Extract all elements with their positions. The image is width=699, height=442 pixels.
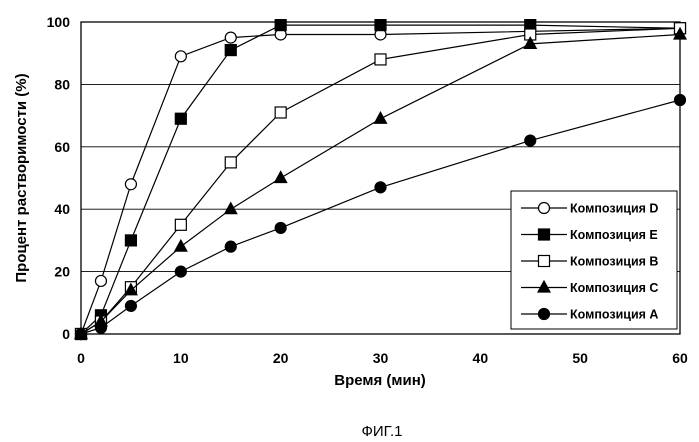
x-tick-label: 0 xyxy=(77,350,85,366)
series-d-point xyxy=(225,32,236,43)
x-tick-label: 10 xyxy=(173,350,189,366)
series-a-point xyxy=(375,182,386,193)
legend-marker xyxy=(539,309,550,320)
series-d-point xyxy=(175,51,186,62)
legend: Композиция D Композиция E Композиция B Комп… xyxy=(511,191,677,329)
y-tick-label: 0 xyxy=(62,326,70,342)
series-d-point xyxy=(95,275,106,286)
series-a-point xyxy=(525,135,536,146)
legend-marker xyxy=(539,229,550,240)
legend-item-d: Композиция D xyxy=(521,202,658,216)
series-e-point xyxy=(275,20,286,31)
x-tick-labels: 0 10 20 30 40 50 60 xyxy=(77,350,688,366)
series-b-point xyxy=(275,107,286,118)
x-tick-label: 50 xyxy=(572,350,588,366)
series-a-point xyxy=(95,322,106,333)
x-tick-label: 20 xyxy=(273,350,289,366)
legend-label: Композиция E xyxy=(570,228,658,242)
y-tick-labels: 0 20 40 60 80 100 xyxy=(47,14,71,342)
y-tick-label: 20 xyxy=(54,264,70,280)
series-a-point xyxy=(76,329,87,340)
legend-marker xyxy=(539,203,550,214)
series-e-point xyxy=(375,20,386,31)
series-a-point xyxy=(275,222,286,233)
legend-item-a: Композиция A xyxy=(521,308,658,322)
series-b-point xyxy=(225,157,236,168)
series-a-point xyxy=(175,266,186,277)
x-tick-label: 40 xyxy=(473,350,489,366)
series-c-point xyxy=(275,172,287,183)
series-b-point xyxy=(375,54,386,65)
series-a-point xyxy=(225,241,236,252)
legend-marker xyxy=(539,256,550,267)
y-tick-label: 60 xyxy=(54,139,70,155)
x-axis-title: Время (мин) xyxy=(334,372,426,389)
legend-label: Композиция C xyxy=(570,281,658,295)
series-e-point xyxy=(225,45,236,56)
series-c-point xyxy=(175,240,187,251)
legend-label: Композиция A xyxy=(570,308,658,322)
x-tick-label: 30 xyxy=(373,350,389,366)
x-tick-label: 60 xyxy=(672,350,688,366)
series-e-point xyxy=(125,235,136,246)
legend-label: Композиция D xyxy=(570,202,658,216)
series-d-point xyxy=(125,179,136,190)
y-tick-label: 80 xyxy=(54,76,70,92)
series-c-point xyxy=(375,112,387,123)
series-a-point xyxy=(675,95,686,106)
series-a-point xyxy=(125,300,136,311)
legend-item-b: Композиция B xyxy=(521,255,658,269)
y-tick-label: 100 xyxy=(47,14,71,30)
legend-label: Композиция B xyxy=(570,255,658,269)
legend-item-e: Композиция E xyxy=(521,228,658,242)
series-e-point xyxy=(175,113,186,124)
figure-caption: ФИГ.1 xyxy=(362,423,403,440)
y-axis-title: Процент растворимости (%) xyxy=(13,73,30,282)
series-c-point xyxy=(225,203,237,214)
y-tick-label: 40 xyxy=(54,201,70,217)
series-b-point xyxy=(175,219,186,230)
